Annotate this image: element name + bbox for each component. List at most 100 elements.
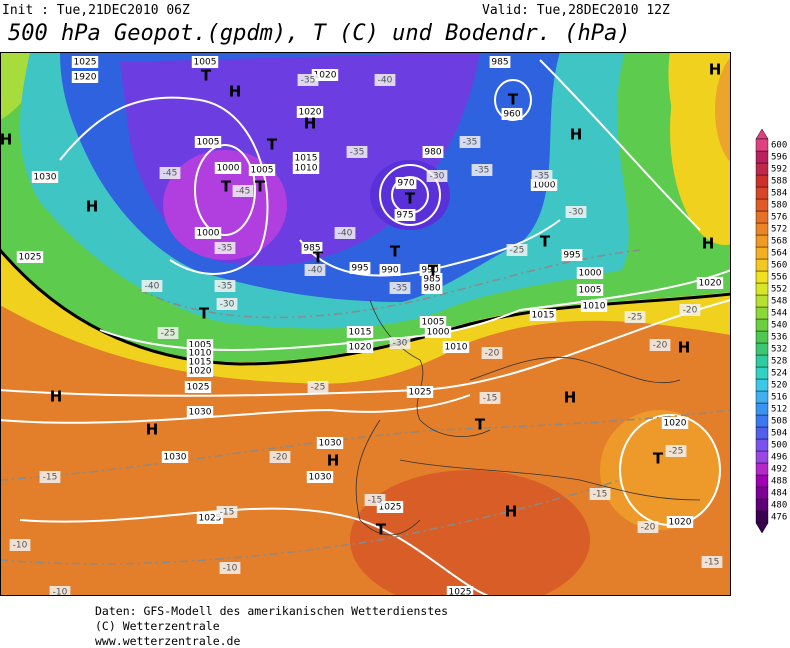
isotherm-label: -20: [653, 341, 668, 351]
isotherm-label-box: [157, 327, 179, 339]
isobar-label-box: [346, 341, 374, 353]
isobar-label: 1005: [197, 138, 220, 148]
pressure-center: H: [304, 115, 317, 133]
isotherm-label: -15: [220, 508, 235, 518]
pressure-center: H: [229, 83, 242, 101]
isobar-label-box: [71, 71, 99, 83]
isobar-label: 1010: [583, 302, 606, 312]
colorbar-swatch: [755, 366, 769, 380]
pressure-center: H: [146, 421, 159, 439]
isobar-label: 1025: [74, 58, 97, 68]
isotherm-label-box: [269, 451, 291, 463]
isobar-label: 1030: [319, 439, 342, 449]
colorbar-swatch: [755, 474, 769, 488]
isobar-label: 1025: [379, 503, 402, 513]
colorbar-label: 488: [771, 477, 787, 487]
isotherm-label-box: [307, 381, 329, 393]
isotherm-label-box: [346, 146, 368, 158]
colorbar-label: 592: [771, 165, 787, 175]
pressure-center: H: [702, 235, 715, 253]
isobar-label: 1000: [533, 181, 556, 191]
isobar-label-box: [501, 108, 523, 120]
isotherms: [1, 249, 730, 565]
isobar-label-box: [419, 316, 447, 328]
isobar-label: 1020: [299, 108, 322, 118]
colorbar-label: 556: [771, 273, 787, 283]
pressure-center: T: [201, 67, 212, 85]
pressure-center: T: [313, 249, 324, 267]
pressure-center: H: [564, 389, 577, 407]
isotherm-label-box: [232, 185, 254, 197]
isotherm-label-box: [334, 227, 356, 239]
isotherm-label: -35: [475, 166, 490, 176]
isobar-label-box: [296, 106, 324, 118]
colorbar-swatch: [755, 402, 769, 416]
isobar-label-box: [194, 136, 222, 148]
colorbar-arrow: [755, 522, 769, 534]
colorbar-swatch: [755, 426, 769, 440]
isotherm-label: -35: [393, 284, 408, 294]
isobar-label: 1005: [579, 286, 602, 296]
colorbar-swatch: [755, 462, 769, 476]
colorbar-swatch: [755, 450, 769, 464]
colorbar-label: 500: [771, 441, 787, 451]
isobar-label-box: [394, 209, 416, 221]
isobar-label: 1015: [189, 358, 212, 368]
colorbar-arrow: [755, 128, 769, 140]
isobar-label: 1020: [664, 419, 687, 429]
colorbar-label: 516: [771, 393, 787, 403]
colorbar-swatch: [755, 318, 769, 332]
isotherm-label: -15: [705, 558, 720, 568]
colorbar-label: 580: [771, 201, 787, 211]
colorbar-label: 544: [771, 309, 787, 319]
colorbar-swatch: [755, 198, 769, 212]
isotherm-label: -20: [683, 306, 698, 316]
colorbar-label: 484: [771, 489, 787, 499]
isobar-label-box: [489, 56, 511, 68]
pressure-center: T: [255, 178, 266, 196]
colorbar-label: 480: [771, 501, 787, 511]
isobar-label: 1020: [189, 367, 212, 377]
isobar-label: 975: [396, 211, 413, 221]
isobar-label-box: [248, 164, 276, 176]
colorbar-label: 476: [771, 513, 787, 523]
isotherm-label: -25: [311, 383, 326, 393]
colorbar-swatch: [755, 246, 769, 260]
isobar-label-box: [529, 309, 557, 321]
colorbar-label: 564: [771, 249, 787, 259]
isobar-label: 1005: [251, 166, 274, 176]
isotherm-label-box: [216, 506, 238, 518]
isobar-label: 1020: [669, 518, 692, 528]
pressure-center: T: [267, 136, 278, 154]
colorbar-swatch: [755, 414, 769, 428]
isotherm-label: -15: [593, 490, 608, 500]
colorbar-swatch: [755, 438, 769, 452]
isotherm-label-box: [39, 471, 61, 483]
colorbar-swatch: [755, 270, 769, 284]
isotherm-label: -30: [393, 339, 408, 349]
colorbar-label: 576: [771, 213, 787, 223]
isotherm-label: -45: [236, 187, 251, 197]
isobar-label: 1015: [349, 328, 372, 338]
isobar-label: 985: [303, 244, 320, 254]
colorbar-swatch: [755, 354, 769, 368]
isotherm-label-box: [649, 339, 671, 351]
isobar-label: 1025: [449, 588, 472, 598]
isobar-label-box: [292, 162, 320, 174]
isobar-label: 1010: [189, 349, 212, 359]
isobar-label-box: [346, 326, 374, 338]
isobar-label: 1010: [295, 164, 318, 174]
pressure-center: T: [653, 450, 664, 468]
isobar-label-box: [186, 365, 214, 377]
footer-line: (C) Wetterzentrale: [95, 619, 220, 633]
isotherm-label: -40: [338, 229, 353, 239]
isotherm-label-box: [701, 556, 723, 568]
isotherm-label-box: [49, 586, 71, 595]
isobar-label: 1010: [445, 343, 468, 353]
isobar-label: 1015: [295, 154, 318, 164]
isotherm-label: -30: [569, 208, 584, 218]
pressure-center: T: [508, 91, 519, 109]
colorbar-label: 520: [771, 381, 787, 391]
pressure-center: H: [709, 61, 722, 79]
colorbar-label: 584: [771, 189, 787, 199]
